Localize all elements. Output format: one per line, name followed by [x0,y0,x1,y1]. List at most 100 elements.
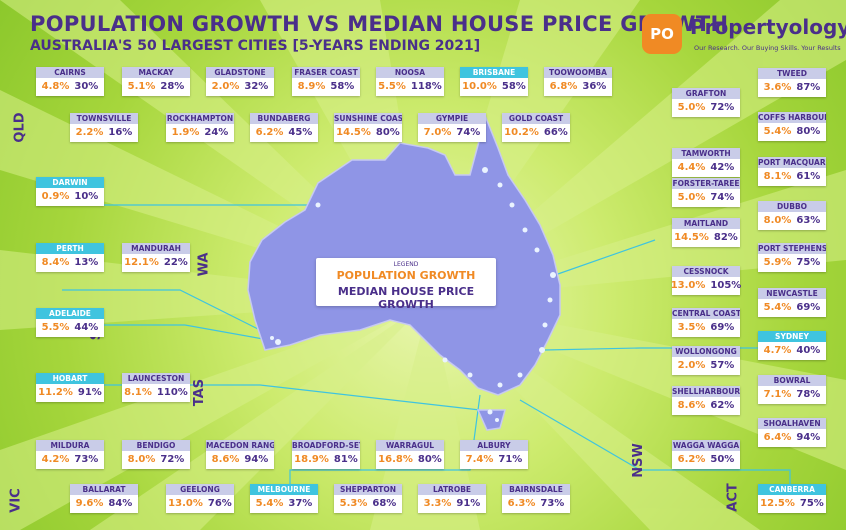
city-name: PERTH [36,243,104,254]
price-growth-value: 80% [375,127,400,138]
price-growth-value: 58% [501,81,526,92]
population-growth-value: 5.1% [127,81,156,92]
population-growth-value: 2.0% [211,81,240,92]
logo-name: Propertyology [690,15,846,39]
city-card: MACEDON RANGES 8.6% 94% [206,440,274,469]
city-dots [270,167,556,422]
price-growth-value: 37% [288,498,313,509]
price-growth-value: 66% [543,127,568,138]
population-growth-value: 6.2% [677,454,706,465]
price-growth-value: 73% [74,454,99,465]
city-name: HOBART [36,373,104,384]
city-card: DUBBO 8.0% 63% [758,201,826,230]
city-name: MAITLAND [672,218,740,229]
city-card: WOLLONGONG 2.0% 57% [672,346,740,375]
tasmania-shape [476,409,506,431]
city-card: DARWIN 0.9% 10% [36,177,104,206]
city-card: SHEPPARTON 5.3% 68% [334,484,402,513]
city-card: MELBOURNE 5.4% 37% [250,484,318,513]
price-growth-value: 30% [74,81,99,92]
state-label-nsw: NSW [630,443,646,478]
city-card: LAUNCESTON 8.1% 110% [122,373,190,402]
city-card: ALBURY 7.4% 71% [460,440,528,469]
city-card: CAIRNS 4.8% 30% [36,67,104,96]
population-growth-value: 5.5% [378,81,406,92]
city-card: BAIRNSDALE 6.3% 73% [502,484,570,513]
city-name: LAUNCESTON [122,373,190,384]
population-growth-value: 16.8% [378,454,413,465]
price-growth-value: 57% [710,360,735,371]
population-growth-value: 5.5% [41,322,70,333]
city-name: MACKAY [122,67,190,78]
price-growth-value: 50% [710,454,735,465]
city-name: WOLLONGONG [672,346,740,357]
city-name: GLADSTONE [206,67,274,78]
city-card: GEELONG 13.0% 76% [166,484,234,513]
price-growth-value: 61% [796,171,821,182]
price-growth-value: 80% [796,126,821,137]
city-card: PORT STEPHENS 5.9% 75% [758,243,826,272]
price-growth-value: 78% [796,389,821,400]
price-growth-value: 28% [160,81,185,92]
population-growth-value: 18.9% [294,454,329,465]
population-growth-value: 8.6% [211,454,240,465]
city-name: GOLD COAST [502,113,570,124]
price-growth-value: 72% [160,454,185,465]
brand-logo: PO Propertyology Our Research. Our Buyin… [642,14,846,60]
city-card: GOLD COAST 10.2% 66% [502,113,570,142]
price-growth-value: 40% [796,345,821,356]
price-growth-value: 68% [372,498,397,509]
price-growth-value: 36% [582,81,607,92]
page-subtitle: AUSTRALIA'S 50 LARGEST CITIES [5-YEARS E… [30,38,481,54]
city-name: SHEPPARTON [334,484,402,495]
price-growth-value: 76% [207,498,232,509]
price-growth-value: 62% [710,400,735,411]
city-name: GYMPIE [418,113,486,124]
state-label-qld: QLD [12,112,28,143]
population-growth-value: 7.1% [763,389,792,400]
population-growth-value: 10.2% [504,127,539,138]
price-growth-value: 94% [796,432,821,443]
city-card: BOWRAL 7.1% 78% [758,375,826,404]
state-label-act: ACT [725,483,741,512]
city-name: FRASER COAST [292,67,360,78]
population-growth-value: 8.6% [677,400,706,411]
population-growth-value: 6.2% [255,127,284,138]
city-name: CENTRAL COAST [672,308,740,319]
population-growth-value: 5.4% [763,126,792,137]
city-name: BRISBANE [460,67,528,78]
city-name: MILDURA [36,440,104,451]
price-growth-value: 32% [244,81,269,92]
city-name: PORT STEPHENS [758,243,826,254]
population-growth-value: 5.4% [255,498,284,509]
population-growth-value: 12.1% [124,257,159,268]
population-growth-value: 9.6% [75,498,104,509]
city-card: HOBART 11.2% 91% [36,373,104,402]
price-growth-value: 69% [796,302,821,313]
population-growth-value: 13.0% [168,498,203,509]
city-card: MILDURA 4.2% 73% [36,440,104,469]
population-growth-value: 6.3% [507,498,536,509]
population-growth-value: 8.4% [41,257,70,268]
city-card: SHOALHAVEN 6.4% 94% [758,418,826,447]
logo-mark-icon: PO [642,14,682,54]
city-card: SYDNEY 4.7% 40% [758,331,826,360]
city-card: ROCKHAMPTON 1.9% 24% [166,113,234,142]
population-growth-value: 8.1% [124,387,152,398]
city-name: TWEED [758,68,826,79]
logo-tagline: Our Research. Our Buying Skills. Your Re… [694,44,841,52]
population-growth-value: 8.1% [763,171,792,182]
legend-price: MEDIAN HOUSE PRICE GROWTH [337,285,475,311]
price-growth-value: 58% [330,81,355,92]
city-name: BUNDABERG [250,113,318,124]
population-growth-value: 14.5% [336,127,371,138]
city-card: BRISBANE 10.0% 58% [460,67,528,96]
price-growth-value: 74% [710,192,735,203]
price-growth-value: 24% [204,127,229,138]
price-growth-value: 71% [498,454,523,465]
city-card: MACKAY 5.1% 28% [122,67,190,96]
city-card: BENDIGO 8.0% 72% [122,440,190,469]
city-name: BENDIGO [122,440,190,451]
population-growth-value: 4.2% [41,454,70,465]
price-growth-value: 74% [456,127,481,138]
